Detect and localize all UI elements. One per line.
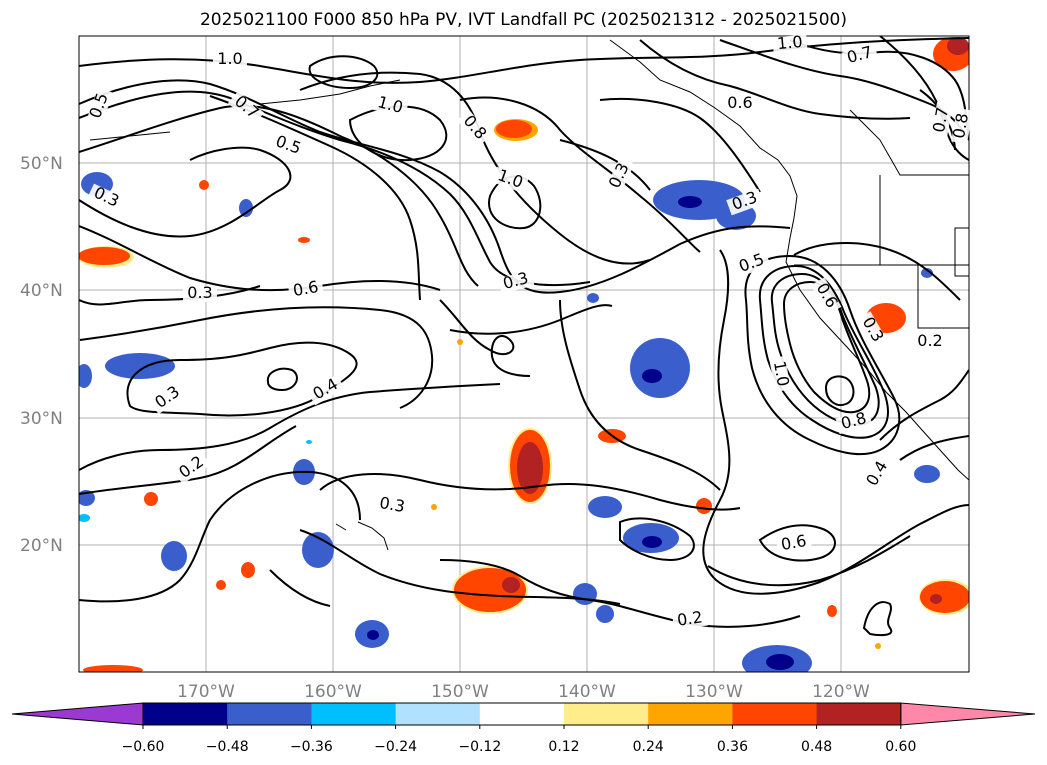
colorbar-segment (564, 703, 649, 725)
lon-label: 170°W (177, 682, 235, 702)
contour-label: 0.2 (917, 331, 942, 350)
contour-label-bg (769, 355, 791, 393)
colorbar-tick-label: −0.12 (458, 739, 501, 755)
colorbar-extend-max (900, 702, 1036, 726)
contour-label: 0.6 (780, 531, 808, 554)
contour-label: 0.7 (929, 106, 952, 134)
colorbar-segment (648, 703, 733, 725)
contour-label-bg (672, 609, 708, 631)
contour-label-bg (605, 157, 635, 195)
contour-label-bg (810, 277, 842, 315)
contour-label-bg (723, 96, 757, 112)
colorbar-segment (395, 703, 481, 725)
contour-label: 0.3 (378, 493, 406, 516)
contour-label-bg (841, 43, 879, 69)
contour-label-bg (227, 90, 265, 126)
contour-label-bg (87, 183, 125, 213)
contour-label-bg (951, 107, 973, 145)
lat-label: 30°N (20, 409, 63, 429)
map-border (78, 35, 970, 673)
contour-label: 0.3 (187, 283, 212, 302)
map-area (79, 36, 969, 672)
contour-label-bg (373, 495, 411, 517)
lon-label: 160°W (304, 682, 362, 702)
contour-label-bg (931, 101, 953, 139)
negative-anomaly-blob (79, 172, 940, 672)
contour-label: 0.8 (949, 112, 972, 140)
positive-anomaly-blob (79, 37, 969, 672)
lat-labels: 50°N 40°N 30°N 20°N (20, 154, 63, 556)
colorbar-segment (311, 703, 397, 725)
contour-label-bg (862, 455, 894, 493)
lon-label: 120°W (812, 682, 870, 702)
contour-label: 0.6 (292, 277, 320, 300)
contour-label-bg (913, 334, 947, 350)
colorbar-tick-label: 0.12 (548, 739, 579, 755)
contour-label-bg (173, 451, 211, 485)
colorbar-tick-label: −0.36 (290, 739, 333, 755)
colorbar-tick-label: 0.36 (717, 739, 748, 755)
lat-label: 20°N (20, 536, 63, 556)
colorbar-tick-label: 0.60 (885, 739, 916, 755)
contour-label-bg (183, 286, 217, 302)
colorbar-tick-label: −0.60 (122, 739, 165, 755)
contour-label-bg (733, 250, 771, 278)
colorbar-outline (142, 702, 902, 726)
contour-label-bg (497, 269, 535, 295)
contour-label-bg (149, 381, 187, 415)
coastlines (89, 39, 969, 551)
lon-label: 150°W (431, 682, 489, 702)
colorbar-tick-label: 0.24 (633, 739, 664, 755)
colorbar-segment (816, 703, 902, 725)
contour-label-bg (835, 409, 873, 435)
colorbar-segment (479, 703, 565, 725)
lat-label: 40°N (20, 281, 63, 301)
lat-label: 50°N (20, 154, 63, 174)
colorbar-segment (227, 703, 312, 725)
contour-label-bg (726, 188, 764, 216)
lon-label: 140°W (558, 682, 616, 702)
contour-label-bg (775, 533, 813, 555)
contour-label-bg (371, 93, 409, 119)
colorbar: −0.60 −0.48 −0.36 −0.24 −0.12 0.12 0.24 0.36 0.4… (11, 702, 1036, 755)
contour-label-bg (213, 52, 247, 68)
contour-label-bg (287, 279, 325, 301)
contour-label: 1.0 (217, 49, 242, 68)
contour-label-bg (456, 109, 492, 147)
contour-label-bg (856, 311, 888, 349)
gridlines (79, 36, 969, 672)
colorbar-tick-label: −0.24 (374, 739, 417, 755)
map-title: 2025021100 F000 850 hPa PV, IVT Landfall… (199, 10, 847, 30)
lon-labels: 170°W 160°W 150°W 140°W 130°W 120°W (177, 682, 870, 702)
lon-label: 130°W (685, 682, 743, 702)
colorbar-extend-min (11, 702, 144, 726)
contour-label-bg (491, 166, 529, 194)
colorbar-tick-label: −0.48 (206, 739, 249, 755)
colorbar-tick-label: 0.48 (801, 739, 832, 755)
contour-label: 1.0 (770, 360, 793, 388)
contour-label: 1.0 (776, 32, 803, 53)
contour-label-bg (772, 34, 808, 54)
contour-label-bg (86, 87, 114, 125)
colorbar-segment (143, 703, 228, 725)
pc-shading (79, 37, 969, 672)
contour-label-bg (307, 374, 345, 406)
contour-label: 0.6 (727, 93, 752, 112)
contour-label-bg (269, 132, 307, 160)
colorbar-segment (732, 703, 818, 725)
contour-label: 0.2 (676, 607, 704, 629)
